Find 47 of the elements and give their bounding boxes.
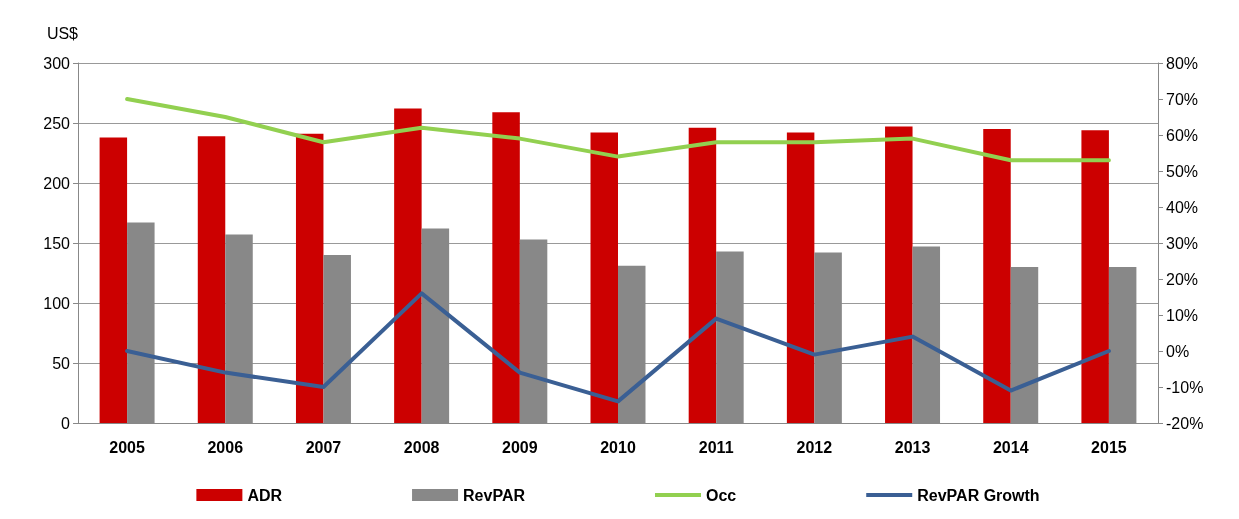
bar (688, 127, 717, 423)
y2-tick-label: 40% (1166, 198, 1199, 216)
x-tick-label: 2015 (1091, 438, 1127, 456)
bar (885, 126, 913, 423)
y-axis-title: US$ (46, 24, 79, 42)
line-series (125, 291, 1111, 404)
legend-label: Occ (705, 486, 737, 504)
y2-tick-label: 30% (1166, 234, 1199, 252)
bar (197, 136, 226, 423)
legend-label: RevPAR Growth (917, 486, 1040, 504)
y-tick-label: 200 (43, 174, 71, 192)
bar (295, 133, 324, 423)
y2-tick-label: 10% (1166, 306, 1199, 324)
y-tick-label: 250 (43, 114, 71, 132)
y-tick-label: 150 (43, 234, 71, 252)
x-tick-label: 2012 (796, 438, 833, 456)
y2-tick-label: 80% (1166, 54, 1199, 72)
y2-tick-label: 50% (1166, 162, 1199, 180)
bar (590, 132, 618, 423)
bar (394, 108, 422, 423)
y2-tick-label: 20% (1166, 270, 1199, 288)
x-tick-label: 2014 (992, 438, 1029, 456)
y2-tick-label: 70% (1166, 90, 1199, 108)
x-tick-label: 2008 (403, 438, 440, 456)
x-tick-label: 2005 (109, 438, 145, 456)
x-tick-label: 2006 (207, 438, 244, 456)
legend-label: RevPAR (463, 486, 526, 504)
x-tick-label: 2007 (305, 438, 342, 456)
x-tick-label: 2009 (502, 438, 538, 456)
y2-tick-label: 60% (1166, 126, 1199, 144)
y-tick-label: 300 (43, 54, 71, 72)
x-tick-label: 2010 (600, 438, 636, 456)
bar (492, 112, 520, 423)
x-tick-label: 2011 (698, 438, 734, 456)
y-tick-label: 0 (61, 414, 71, 432)
legend-label: ADR (247, 486, 283, 504)
y-tick-label: 50 (52, 354, 71, 372)
bar (99, 137, 128, 423)
y2-tick-label: 0% (1166, 342, 1190, 360)
y-tick-label: 100 (43, 294, 71, 312)
y2-tick-label: -20% (1166, 414, 1204, 432)
x-tick-label: 2013 (894, 438, 931, 456)
bar (786, 132, 815, 423)
line-series (125, 97, 1111, 163)
y2-tick-label: -10% (1166, 378, 1204, 396)
bar (983, 129, 1011, 423)
bar (1081, 130, 1109, 423)
